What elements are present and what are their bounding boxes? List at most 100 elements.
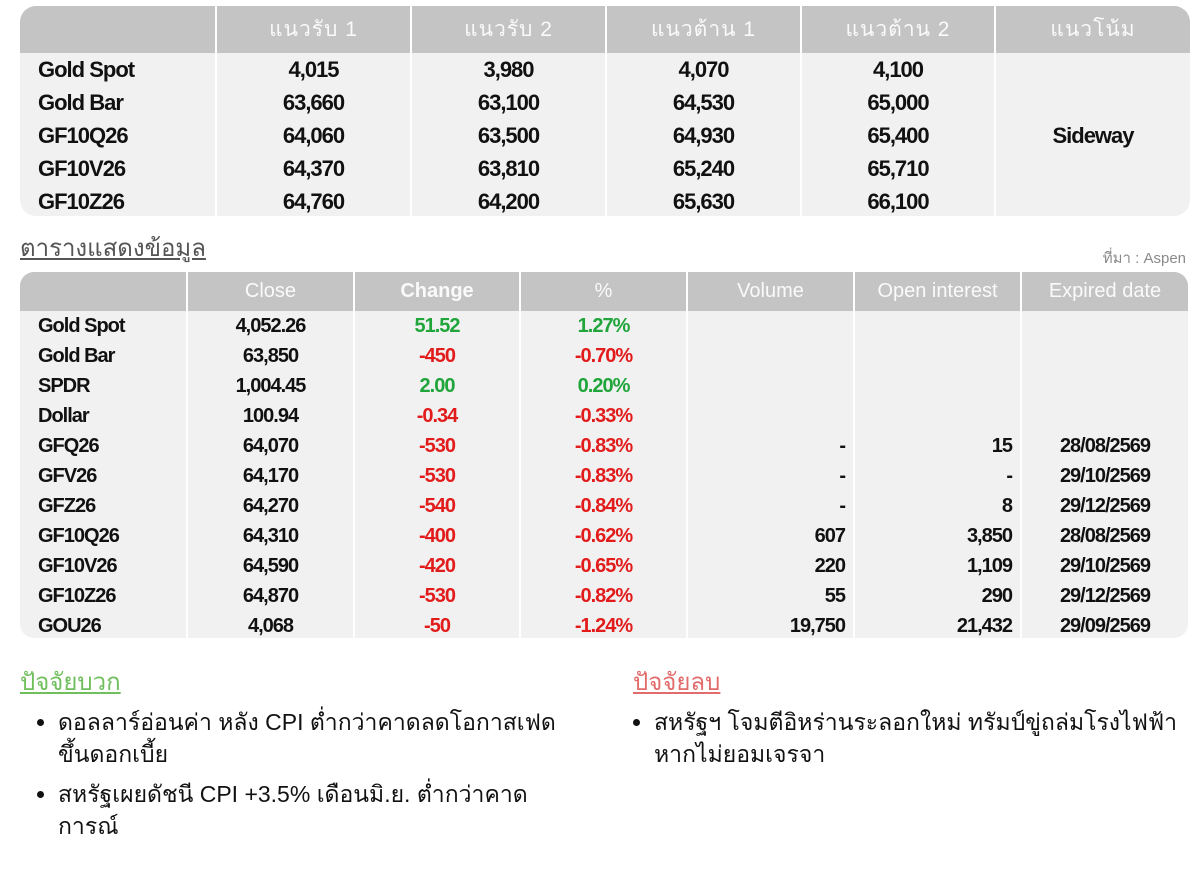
levels-resistance-2: 65,000 <box>800 86 995 119</box>
data-expired-date: 29/12/2569 <box>1020 491 1188 521</box>
data-close: 64,270 <box>186 491 354 521</box>
data-row: Dollar 100.94 -0.34 -0.33% <box>20 401 1188 431</box>
data-volume: 607 <box>686 521 854 551</box>
levels-support-2: 63,500 <box>410 119 606 152</box>
data-header-open-interest: Open interest <box>853 272 1021 311</box>
data-instrument: GFV26 <box>38 464 97 487</box>
data-expired-date: 29/12/2569 <box>1020 581 1188 611</box>
data-close: 4,068 <box>186 611 354 638</box>
data-change: -450 <box>353 341 520 371</box>
levels-row: Gold Spot 4,015 3,980 4,070 4,100 Sidewa… <box>20 53 1190 216</box>
data-open-interest <box>853 341 1021 371</box>
data-volume: 19,750 <box>686 611 854 638</box>
data-close: 1,004.45 <box>186 371 354 401</box>
data-close: 64,310 <box>186 521 354 551</box>
levels-instrument: Gold Bar <box>38 89 124 115</box>
data-percent: -0.70% <box>519 341 687 371</box>
data-row: Gold Bar 63,850 -450 -0.70% <box>20 341 1188 371</box>
data-change: -420 <box>353 551 520 581</box>
data-change: 2.00 <box>353 371 520 401</box>
levels-support-1: 64,060 <box>215 119 411 152</box>
data-row: SPDR 1,004.45 2.00 0.20% <box>20 371 1188 401</box>
data-row: GF10V26 64,590 -420 -0.65% 220 1,109 29/10/256… <box>20 551 1188 581</box>
data-expired-date: 28/08/2569 <box>1020 521 1188 551</box>
data-expired-date <box>1020 371 1188 401</box>
data-open-interest: - <box>853 461 1021 491</box>
data-expired-date: 29/10/2569 <box>1020 461 1188 491</box>
levels-support-1: 64,760 <box>215 185 411 216</box>
data-change: -540 <box>353 491 520 521</box>
data-percent: -0.33% <box>519 401 687 431</box>
data-instrument: Gold Spot <box>38 314 126 337</box>
levels-resistance-2: 66,100 <box>800 185 995 216</box>
data-header-instrument <box>20 272 187 311</box>
data-volume <box>686 371 854 401</box>
data-change: -530 <box>353 581 520 611</box>
data-open-interest: 21,432 <box>853 611 1021 638</box>
data-percent: 1.27% <box>519 311 687 341</box>
levels-resistance-2: 65,710 <box>800 152 995 185</box>
data-open-interest: 8 <box>853 491 1021 521</box>
data-volume: - <box>686 491 854 521</box>
data-row: GFZ26 64,270 -540 -0.84% -8 29/12/2569 <box>20 491 1188 521</box>
data-header-percent: % <box>519 272 687 311</box>
data-change: 51.52 <box>353 311 520 341</box>
levels-trend: Sideway <box>994 53 1190 216</box>
data-instrument: Dollar <box>38 404 90 427</box>
data-expired-date <box>1020 401 1188 431</box>
negative-factors-list: สหรัฐฯ โจมตีอิหร่านระลอกใหม่ ทรัมป์ขู่ถล… <box>616 706 1200 778</box>
levels-instrument: GF10V26 <box>38 155 126 181</box>
negative-factors-title: ปัจจัยลบ <box>633 669 721 696</box>
data-close: 64,590 <box>186 551 354 581</box>
data-expired-date <box>1020 311 1188 341</box>
data-row: GFQ26 64,070 -530 -0.83% -15 28/08/2569 <box>20 431 1188 461</box>
data-header-close: Close <box>186 272 354 311</box>
data-close: 64,170 <box>186 461 354 491</box>
data-header-row: Close Change % Volume Open interest Expi… <box>20 272 1188 311</box>
data-change: -400 <box>353 521 520 551</box>
data-row: Gold Spot 4,052.26 51.52 1.27% <box>20 311 1188 341</box>
data-instrument: GF10Q26 <box>38 524 120 547</box>
data-close: 64,070 <box>186 431 354 461</box>
market-data-table: Close Change % Volume Open interest Expi… <box>20 272 1188 638</box>
data-instrument: GFZ26 <box>38 494 96 517</box>
data-open-interest <box>853 371 1021 401</box>
levels-support-1: 63,660 <box>215 86 411 119</box>
levels-row: Gold Bar 63,660 63,100 64,530 65,000 <box>20 86 1190 119</box>
data-open-interest <box>853 311 1021 341</box>
data-percent: -0.82% <box>519 581 687 611</box>
data-expired-date: 29/10/2569 <box>1020 551 1188 581</box>
levels-support-2: 3,980 <box>410 53 606 86</box>
levels-resistance-2: 65,400 <box>800 119 995 152</box>
data-volume <box>686 401 854 431</box>
levels-resistance-1: 64,530 <box>605 86 801 119</box>
levels-header-support-2: แนวรับ 2 <box>410 6 606 53</box>
data-volume: - <box>686 431 854 461</box>
data-row: GFV26 64,170 -530 -0.83% - -29/10/2569 <box>20 461 1188 491</box>
levels-row: GF10V26 64,370 63,810 65,240 65,710 <box>20 152 1190 185</box>
data-expired-date: 29/09/2569 <box>1020 611 1188 638</box>
data-source-note: ที่มา : Aspen <box>1102 250 1186 267</box>
levels-header-support-1: แนวรับ 1 <box>215 6 411 53</box>
positive-factor-item: ดอลลาร์อ่อนค่า หลัง CPI ต่ำกว่าคาดลดโอกา… <box>58 706 578 770</box>
data-percent: -0.83% <box>519 461 687 491</box>
data-percent: -0.62% <box>519 521 687 551</box>
levels-instrument: GF10Z26 <box>38 188 125 214</box>
data-volume: 220 <box>686 551 854 581</box>
data-volume: 55 <box>686 581 854 611</box>
levels-header-resistance-2: แนวต้าน 2 <box>800 6 995 53</box>
data-open-interest <box>853 401 1021 431</box>
levels-support-2: 63,100 <box>410 86 606 119</box>
data-volume <box>686 311 854 341</box>
data-close: 64,870 <box>186 581 354 611</box>
levels-resistance-1: 65,240 <box>605 152 801 185</box>
negative-factor-item: สหรัฐฯ โจมตีอิหร่านระลอกใหม่ ทรัมป์ขู่ถล… <box>654 706 1200 770</box>
data-instrument: GF10Z26 <box>38 584 116 607</box>
data-open-interest: 1,109 <box>853 551 1021 581</box>
data-percent: 0.20% <box>519 371 687 401</box>
levels-support-1: 64,370 <box>215 152 411 185</box>
data-header-change: Change <box>353 272 520 311</box>
levels-resistance-1: 65,630 <box>605 185 801 216</box>
positive-factors-title: ปัจจัยบวก <box>20 669 121 696</box>
data-instrument: GFQ26 <box>38 434 100 457</box>
